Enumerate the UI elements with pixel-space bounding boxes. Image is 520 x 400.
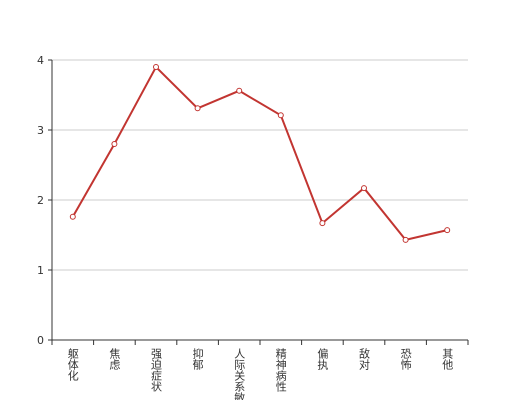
x-tick-label: 人际关系敏感 — [233, 348, 246, 400]
y-tick-label: 0 — [37, 334, 44, 347]
y-tick-label: 3 — [37, 124, 44, 137]
x-tick-label: 焦虑 — [108, 348, 121, 370]
point — [153, 64, 159, 70]
point — [236, 87, 243, 94]
point — [402, 236, 409, 243]
y-tick-label: 4 — [37, 54, 44, 67]
x-tick-label: 抑郁 — [191, 347, 204, 370]
x-tick-label: 恐怖 — [399, 348, 412, 370]
x-tick-label: 躯体化 — [66, 348, 79, 382]
point — [444, 227, 451, 234]
point — [69, 213, 76, 220]
x-tick-label: 偏执 — [316, 347, 329, 371]
y-tick-label: 2 — [37, 194, 44, 207]
x-tick-label: 强迫症状 — [150, 348, 163, 392]
point — [111, 141, 118, 147]
y-tick-label: 1 — [37, 264, 44, 277]
x-tick-label: 精神病性 — [274, 348, 287, 393]
x-tick-label: 敌对 — [358, 347, 371, 370]
point — [194, 105, 201, 112]
point — [277, 112, 284, 119]
x-tick-label: 其他 — [441, 348, 454, 370]
point — [361, 185, 367, 192]
line — [71, 65, 448, 242]
point — [319, 220, 326, 227]
